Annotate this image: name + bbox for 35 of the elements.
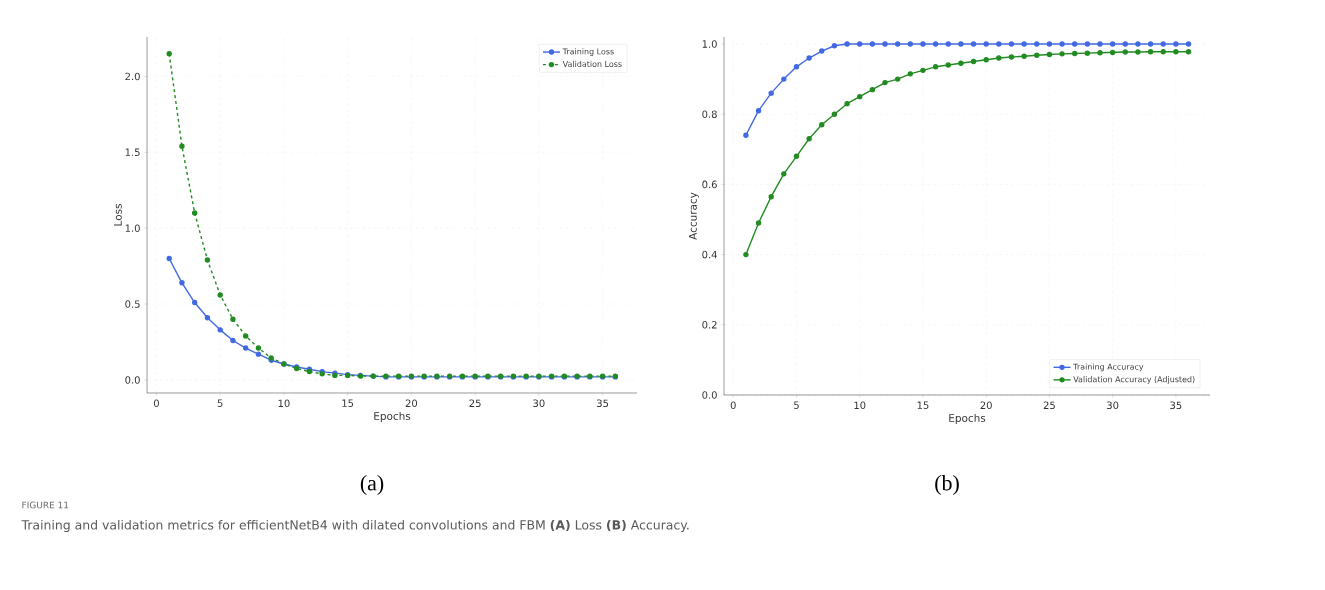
y-tick-label: 0.2 (702, 321, 717, 329)
y-tick-label: 0.0 (702, 391, 717, 399)
y-tick-label: 2.0 (125, 72, 140, 81)
y-axis-title: Loss (114, 204, 122, 226)
y-tick-label: 0.0 (125, 376, 140, 384)
text: (b) (935, 475, 959, 495)
y-tick-label: 0.5 (125, 300, 140, 308)
x-tick-label: 25 (1043, 401, 1055, 410)
y-tick-label: 0.4 (702, 250, 717, 259)
caption: FIGURE 11 (22, 501, 69, 509)
x-tick-label: 35 (597, 399, 609, 408)
x-tick-label: 20 (980, 401, 992, 410)
x-tick-label: 10 (854, 401, 866, 410)
x-tick-label: 0 (730, 401, 736, 410)
y-tick-label: 1.5 (125, 148, 140, 157)
y-axis-title: Accuracy (689, 192, 699, 240)
x-tick-label: 25 (469, 399, 481, 408)
x-axis-title: Epochs (374, 411, 411, 422)
y-tick-label: 1.0 (125, 224, 140, 232)
x-tick-label: 35 (1170, 401, 1182, 410)
x-tick-label: 30 (533, 399, 545, 408)
x-tick-label: 10 (278, 399, 290, 408)
x-tick-label: 5 (217, 399, 223, 407)
x-tick-label: 20 (405, 399, 418, 408)
x-tick-label: 0 (153, 399, 159, 408)
x-tick-label: 5 (794, 401, 799, 409)
y-tick-label: 0.8 (702, 110, 717, 118)
text: Training and validation metrics for efficientNetB4 with dilated convolutions and FBM (A) Loss (B) Accuracy. (21, 519, 689, 533)
y-tick-label: 0.6 (702, 180, 717, 189)
y-tick-label: 1.0 (702, 40, 717, 48)
text: (a) (360, 475, 384, 495)
x-tick-label: 15 (917, 401, 929, 409)
x-tick-label: 30 (1107, 401, 1119, 410)
x-tick-label: 15 (342, 399, 354, 407)
x-axis-title: Epochs (949, 413, 986, 424)
